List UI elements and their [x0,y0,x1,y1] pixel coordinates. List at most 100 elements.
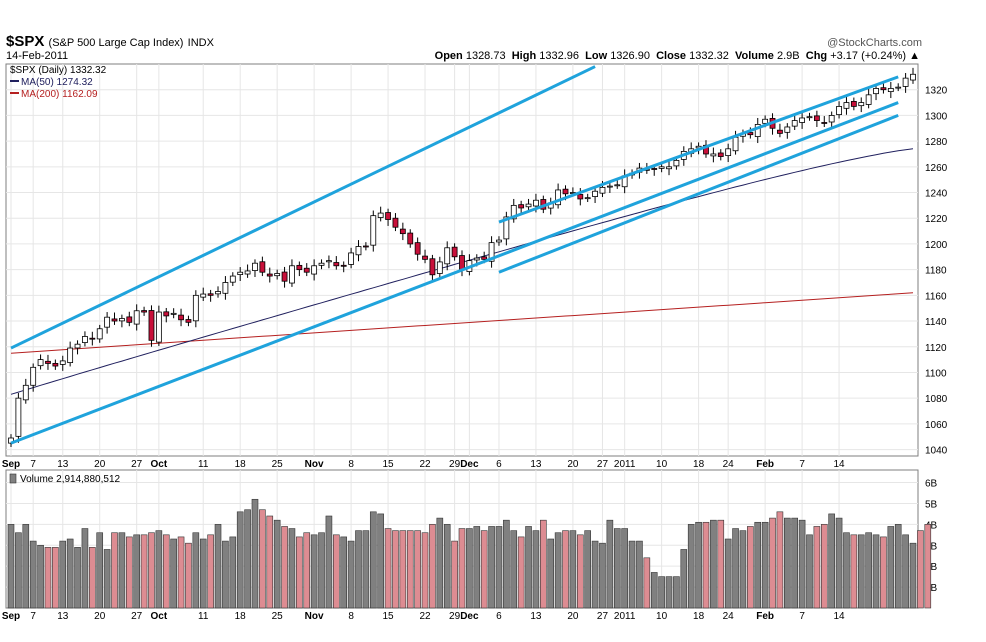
price-tick-label: 1080 [925,394,948,405]
volume-bar [59,540,67,609]
volume-bar [599,542,606,609]
candle-body [584,197,591,200]
volume-bar [747,526,754,609]
volume-bar [22,524,30,609]
candle-body [732,136,739,152]
ticker-description: (S&P 500 Large Cap Index) [48,37,184,49]
candle-body [533,199,539,207]
volume-bar [769,517,776,609]
x-tick-label: 29 [449,611,461,622]
volume-bar [52,547,59,609]
candle-body [289,265,295,284]
volume-bar [414,530,421,609]
candle-body [355,246,362,256]
candle-body [207,293,214,296]
candle-body [15,397,22,437]
volume-bar [177,536,185,609]
candle-body [392,217,399,228]
price-tick-label: 1180 [925,266,947,277]
candle-body [496,239,502,243]
price-tick-label: 1120 [925,343,947,354]
candle-body [836,106,842,116]
candle-body [747,132,754,136]
volume-legend-swatch [9,473,17,484]
x-tick-label: 10 [656,459,668,470]
volume-bar [650,572,658,609]
x-tick-label: 13 [57,611,69,622]
volume-bar [281,526,288,609]
volume-bar [843,532,850,609]
volume-bar [406,530,414,609]
candle-body [252,262,258,271]
x-tick-label: 27 [131,459,143,470]
volume-bar [628,540,636,609]
candle-body [791,120,798,127]
volume-bar [244,509,251,609]
price-tick-label: 1300 [925,111,948,122]
x-tick-label: 18 [693,611,705,622]
volume-bar [318,532,325,609]
candle-body [377,212,384,218]
x-tick-label: 20 [94,459,106,470]
volume-bar [621,528,628,609]
volume-bar [717,519,725,609]
volume-bar [259,509,266,609]
volume-bar [15,532,22,609]
volume-bar [532,530,540,609]
x-tick-label: Sep [2,459,20,470]
x-tick-label: 24 [723,611,735,622]
x-tick-label: 13 [530,611,542,622]
candle-body [510,204,517,220]
candle-body [192,294,199,322]
candle-body [799,117,805,123]
volume-bar [591,540,599,609]
candle-body [45,360,51,364]
volume-bar [44,547,52,609]
candle-body [133,310,140,325]
volume-bar [140,534,148,609]
change-value: +3.17 (+0.24%) [830,50,907,62]
trend-channel-line [498,75,899,224]
volume-bar [118,532,126,609]
volume-bar [185,542,192,609]
price-tick-label: 1220 [925,214,948,225]
candle-body [362,245,369,248]
x-tick-label: 7 [799,459,805,470]
volume-bar [192,532,200,609]
volume-bar [325,515,333,609]
volume-bar [695,521,702,609]
volume-bar [421,532,429,609]
candle-body [340,264,347,267]
volume-bar [199,538,207,609]
candle-body [614,184,621,187]
volume-bar [850,534,858,609]
ohlc-readout: Open 1328.73 High 1332.96 Low 1326.90 Cl… [434,50,920,62]
volume-bar [643,557,651,609]
candle-body [813,115,820,121]
candle-body [407,232,414,245]
x-tick-label: Feb [756,459,774,470]
volume-bar [288,528,296,609]
x-tick-label: 18 [693,459,705,470]
candle-body [451,246,458,258]
volume-bar [155,530,163,609]
volume-bar [333,534,340,609]
trend-channel-line [498,114,899,274]
volume-bar [7,524,15,609]
candle-body [503,216,510,240]
volume-bar [576,534,584,609]
ma50-legend: MA(50) 1274.32 [21,77,93,88]
candle-body [104,316,111,328]
volume-bar [872,534,880,609]
volume-bar [148,532,155,609]
volume-bar [894,524,902,609]
volume-bar [828,513,835,609]
candle-body [163,311,170,317]
candle-body [658,166,665,169]
x-tick-label: 20 [94,611,106,622]
x-tick-label: Feb [756,611,774,622]
volume-bar [710,519,717,609]
volume-bar [310,534,318,609]
x-tick-label: 13 [530,459,542,470]
